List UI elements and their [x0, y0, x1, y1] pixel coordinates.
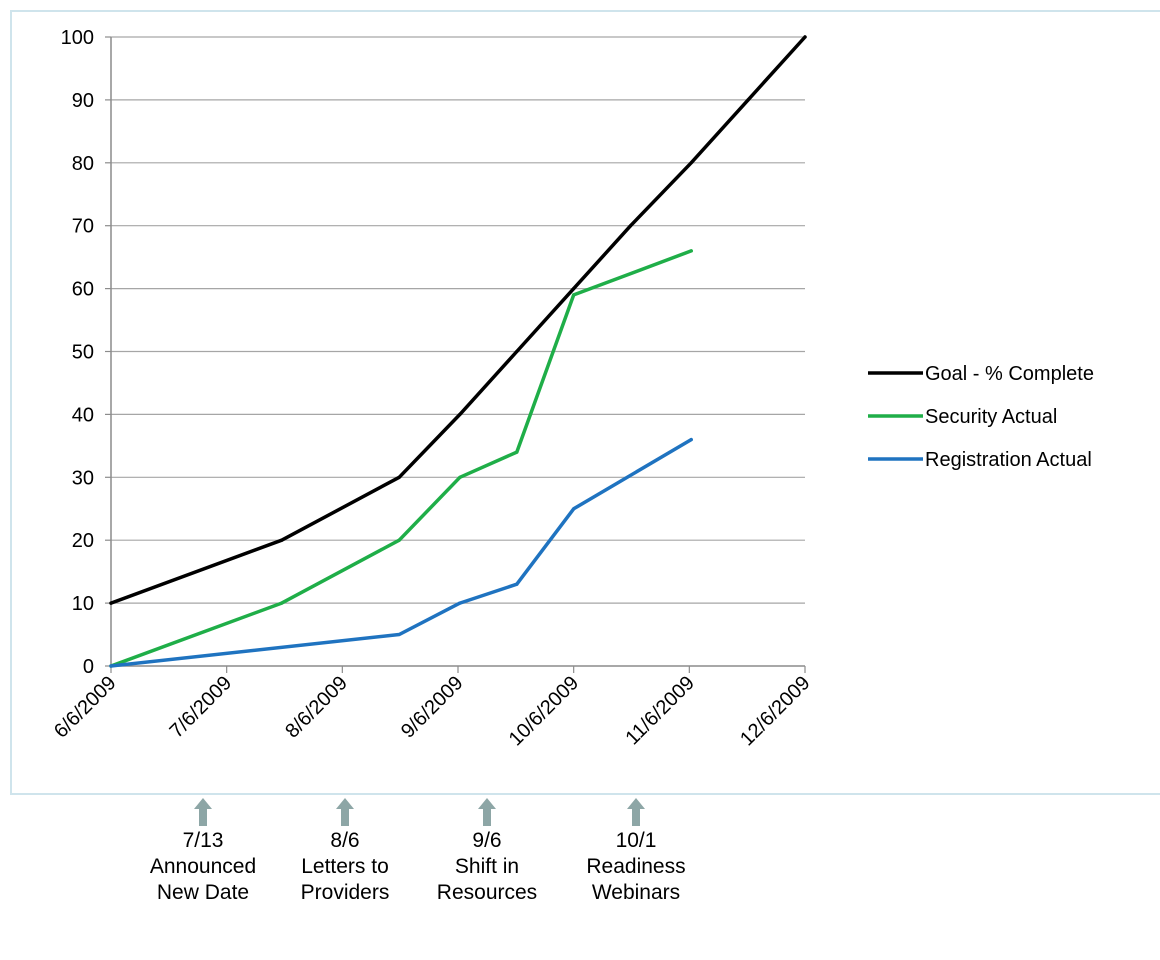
data-point [280, 538, 284, 542]
annotation-letters-to-providers: 8/6 Letters to Providers [275, 798, 415, 906]
y-tick-label: 70 [72, 216, 94, 238]
legend-label: Security Actual [925, 406, 1057, 428]
data-point [397, 538, 401, 542]
x-tick-label: 6/6/2009 [50, 672, 121, 743]
gridlines [111, 36, 805, 604]
data-point [629, 224, 633, 228]
arrow-shaft [199, 809, 207, 826]
line-chart: 0 10 20 30 40 50 60 70 80 90 100 6/6/2009 7/6/2009 8/… [50, 27, 1094, 750]
annotation-line2: New Date [156, 881, 250, 904]
data-point [572, 287, 576, 291]
y-tick-label: 60 [72, 279, 94, 301]
x-tick-label: 8/6/2009 [281, 672, 352, 743]
data-point [572, 507, 576, 511]
legend: Goal - % Complete Security Actual Registra… [868, 363, 1094, 471]
y-tick-label: 90 [72, 90, 94, 112]
x-tick-label: 11/6/2009 [621, 672, 698, 749]
x-tick-label: 12/6/2009 [736, 672, 814, 750]
data-point [689, 249, 693, 253]
series-line [109, 249, 693, 668]
annotation-date: 10/1 [615, 829, 657, 852]
data-point [458, 601, 462, 605]
axes: 0 10 20 30 40 50 60 70 80 90 100 6/6/2009 7/6/2009 8/… [50, 27, 815, 750]
annotation-line1: Readiness [586, 855, 686, 878]
data-point [397, 632, 401, 637]
legend-label: Goal - % Complete [925, 363, 1094, 385]
chart-frame [10, 10, 1160, 795]
legend-label: Registration Actual [925, 449, 1092, 471]
annotation-announced-new-date: 7/13 Announced New Date [133, 798, 273, 906]
annotation-line2: Resources [436, 881, 538, 904]
y-tick-label: 40 [72, 404, 94, 426]
data-point [280, 601, 284, 605]
up-arrow-icon [627, 798, 645, 809]
data-point [109, 664, 113, 668]
x-tick-label: 7/6/2009 [166, 672, 237, 743]
annotation-line1: Announced [149, 855, 257, 878]
y-tick-label: 0 [83, 656, 94, 678]
y-tick-label: 50 [72, 342, 94, 364]
series-line [109, 437, 693, 668]
y-tick-label: 30 [72, 467, 94, 489]
data-point [515, 349, 519, 354]
x-tick-label: 9/6/2009 [397, 672, 468, 743]
annotation-date: 7/13 [182, 829, 224, 852]
annotation-date: 9/6 [472, 829, 502, 852]
annotation-line1: Letters to [301, 855, 389, 878]
series-lines [109, 35, 807, 668]
annotation-readiness-webinars: 10/1 Readiness Webinars [566, 798, 706, 906]
data-point [458, 412, 462, 416]
data-point [458, 475, 462, 479]
annotation-line2: Providers [300, 881, 390, 904]
series-line [109, 35, 807, 605]
annotation-line1: Shift in [454, 855, 520, 878]
annotation-line2: Webinars [591, 881, 681, 904]
up-arrow-icon [336, 798, 354, 809]
data-point [572, 293, 576, 297]
arrow-shaft [341, 809, 349, 826]
data-point [803, 35, 807, 39]
x-tick-label: 10/6/2009 [505, 672, 583, 750]
data-point [689, 161, 693, 165]
annotation-shift-in-resources: 9/6 Shift in Resources [417, 798, 557, 906]
y-tick-label: 80 [72, 153, 94, 175]
data-point [109, 601, 113, 605]
data-point [515, 450, 519, 454]
data-point [397, 475, 401, 479]
up-arrow-icon [478, 798, 496, 809]
y-tick-label: 20 [72, 530, 94, 552]
data-point [689, 438, 693, 442]
up-arrow-icon [194, 798, 212, 809]
annotation-date: 8/6 [330, 829, 360, 852]
data-point [515, 582, 519, 586]
data-point [746, 98, 750, 102]
y-tick-label: 10 [72, 593, 94, 615]
y-tick-label: 100 [61, 27, 94, 49]
arrow-shaft [632, 809, 640, 826]
arrow-shaft [483, 809, 491, 826]
